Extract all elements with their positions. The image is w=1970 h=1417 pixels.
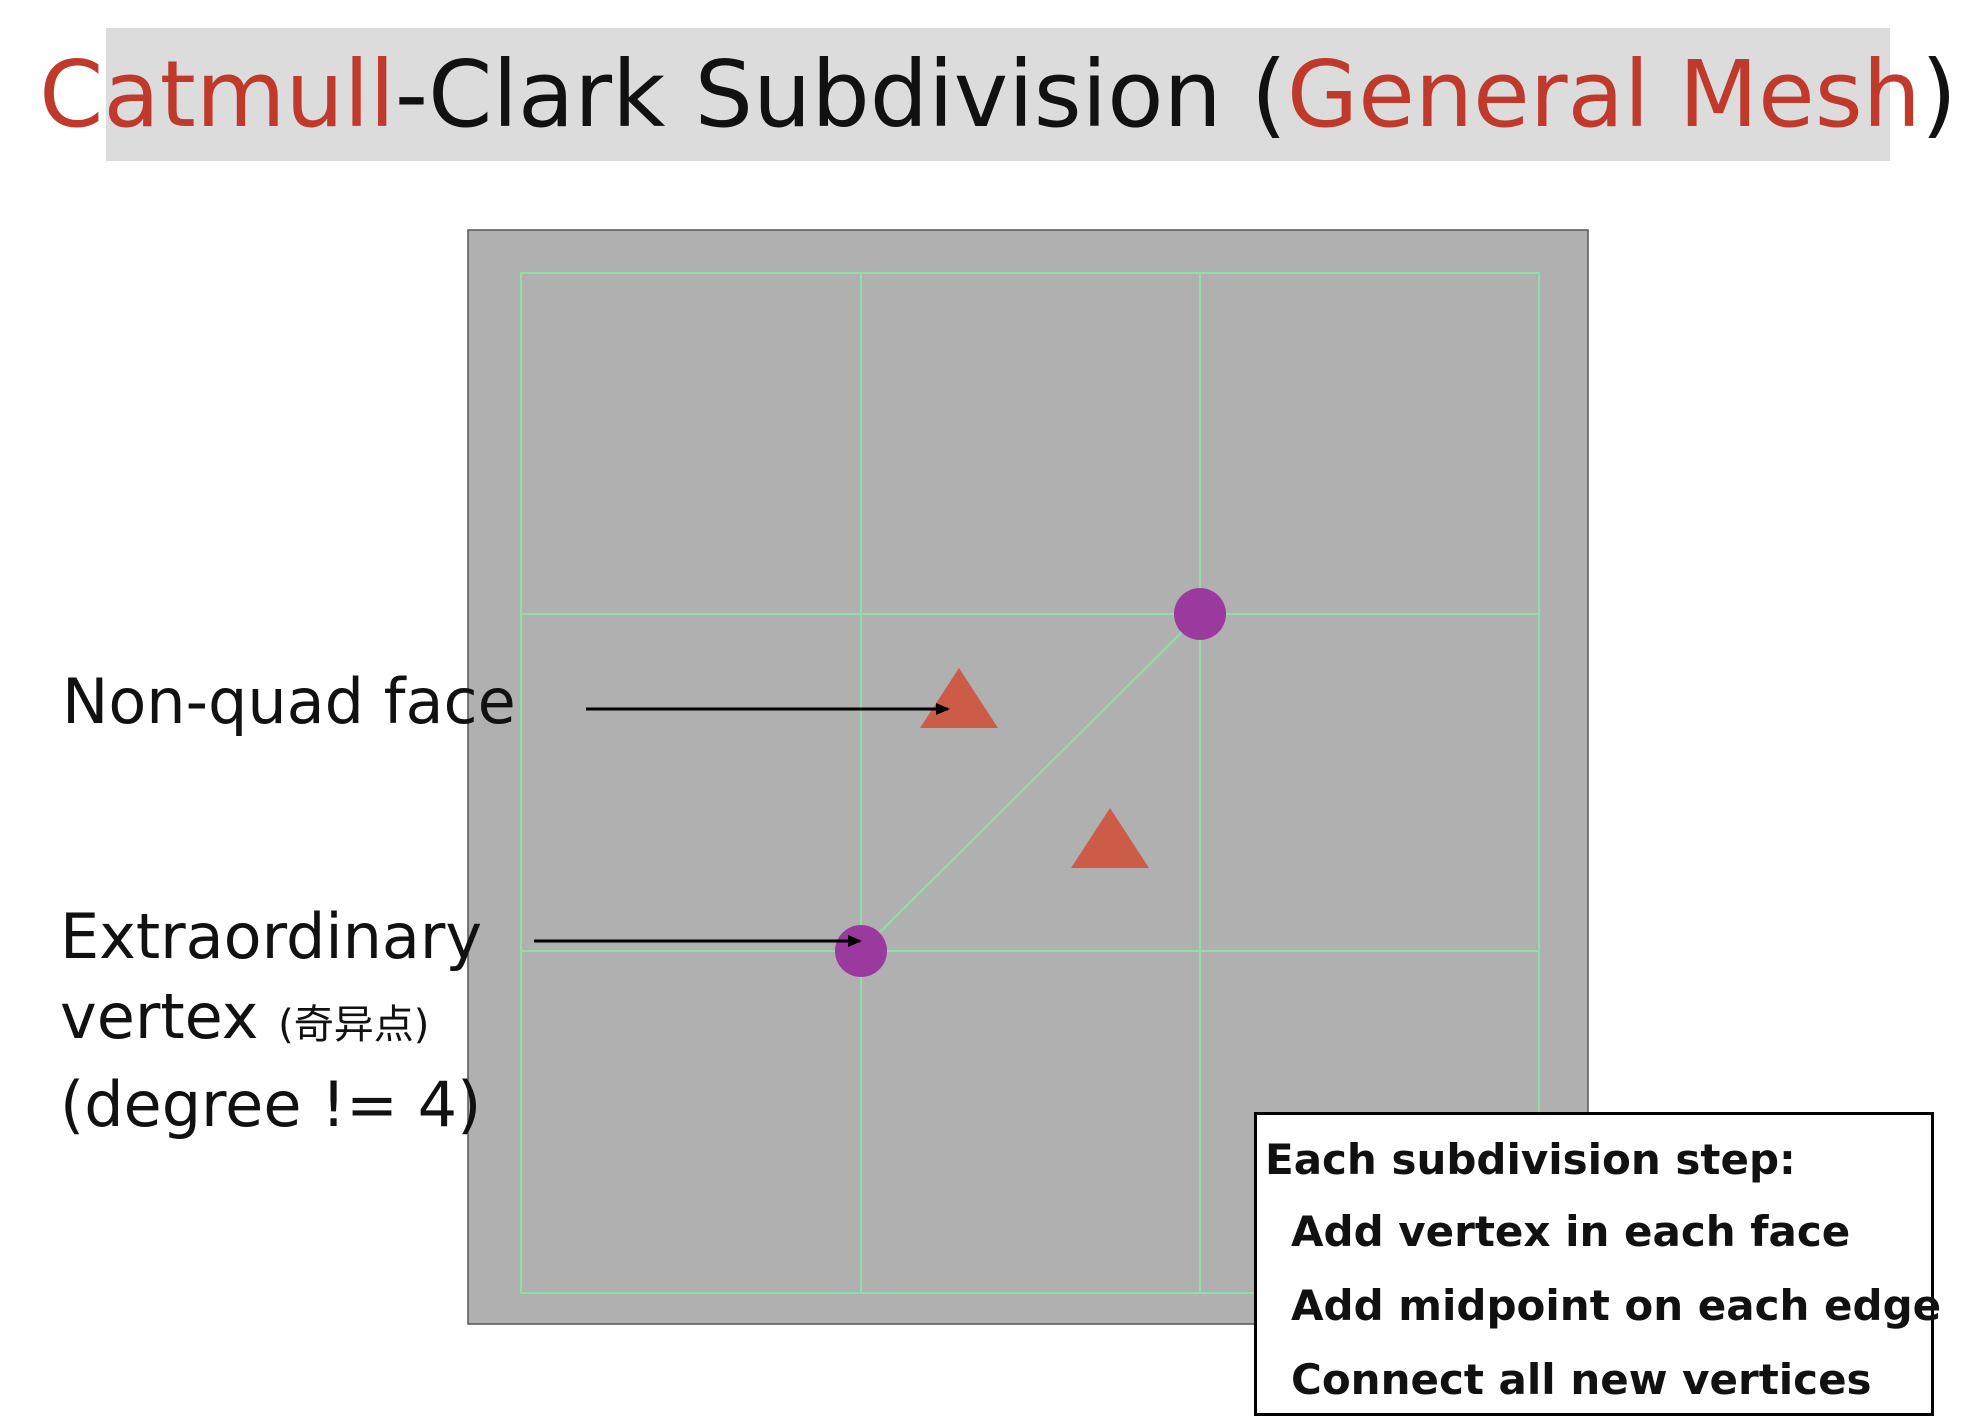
extraordinary-cjk-note: (奇异点) — [278, 1002, 430, 1048]
extraordinary-vertex-label: Extraordinary vertex (奇异点) (degree != 4) — [60, 897, 482, 1145]
extraordinary-vertex-word: vertex — [60, 980, 279, 1053]
extraordinary-line-3: (degree != 4) — [60, 1068, 482, 1141]
title-close-paren: ) — [1920, 41, 1957, 148]
slide-title: Catmull -Clark Subdivision (General Mesh) — [39, 28, 1957, 161]
title-clark: -Clark Subdivision ( — [394, 41, 1287, 148]
extraordinary-line-1: Extraordinary — [60, 900, 483, 973]
mesh-outer-edge — [520, 272, 1540, 1294]
step-add-edge-midpoint: Add midpoint on each edge — [1291, 1281, 1942, 1330]
step-add-face-vertex: Add vertex in each face — [1291, 1207, 1851, 1256]
mesh-grid — [520, 272, 1540, 1294]
steps-heading: Each subdivision step: — [1265, 1135, 1796, 1184]
extraordinary-vertex-lower — [835, 925, 887, 977]
subdivision-steps-box: Each subdivision step: Add vertex in eac… — [1254, 1112, 1942, 1416]
mesh-edge-diagonal — [860, 613, 1201, 952]
step-connect-vertices: Connect all new vertices — [1291, 1355, 1872, 1404]
extraordinary-vertex-upper — [1174, 588, 1226, 640]
non-quad-face-marker-lower — [1071, 808, 1149, 868]
extraordinary-line-2: vertex (奇异点) — [60, 977, 482, 1065]
title-catmull: Catmull — [39, 41, 395, 148]
title-general-mesh: General Mesh — [1286, 41, 1921, 148]
non-quad-face-label: Non-quad face — [62, 665, 516, 738]
